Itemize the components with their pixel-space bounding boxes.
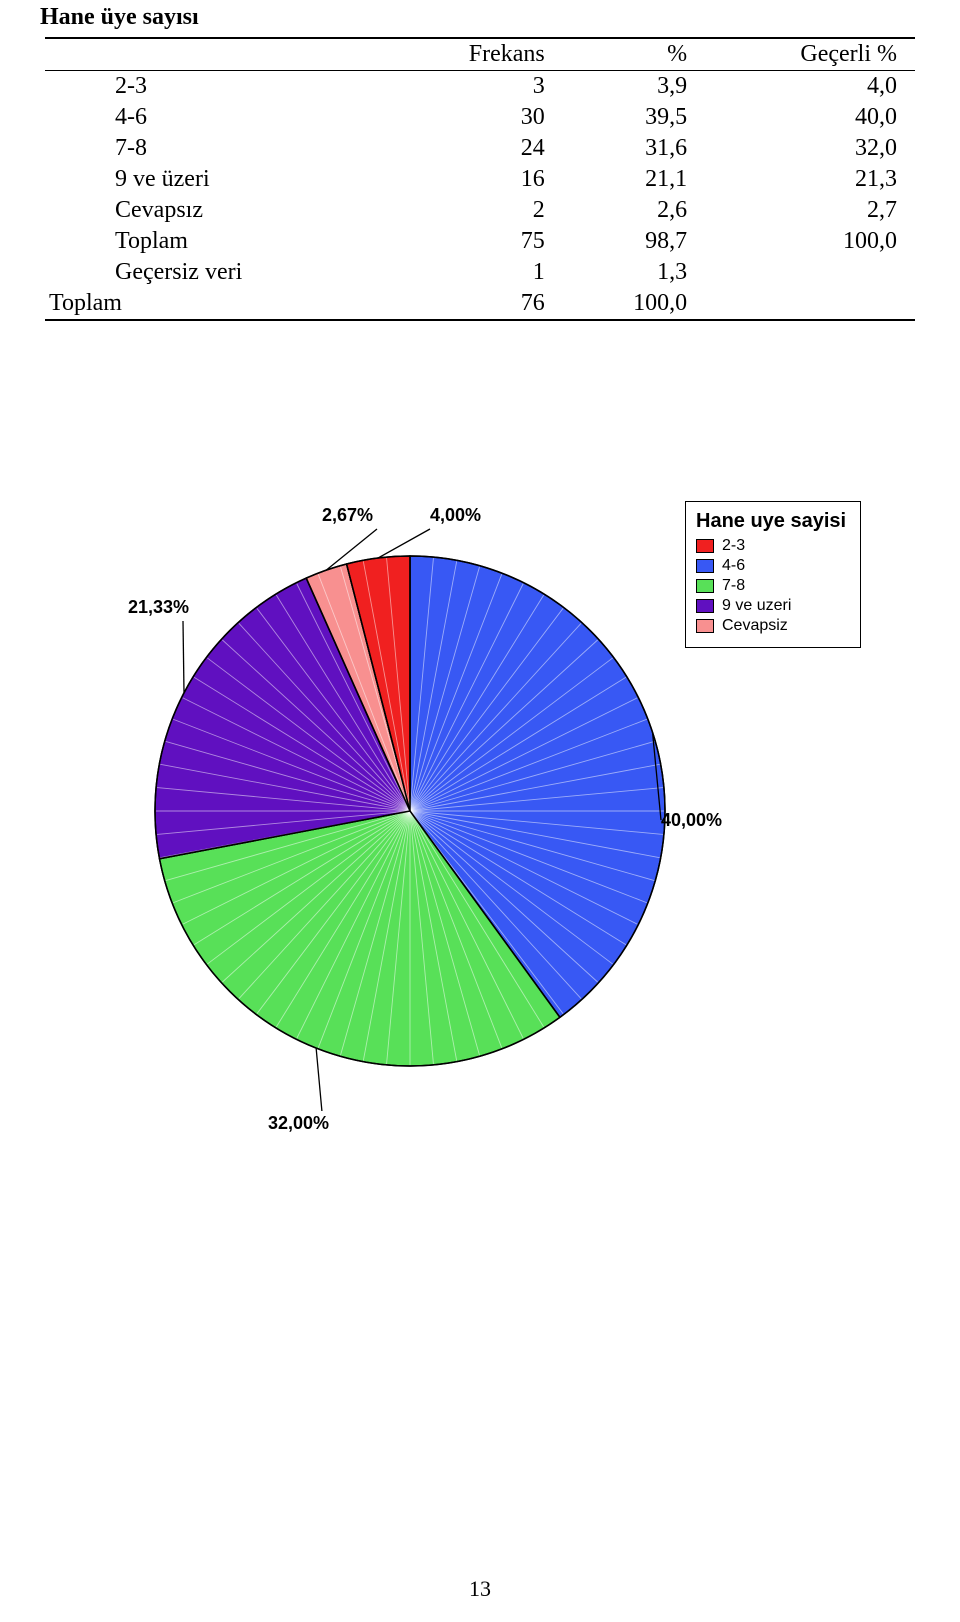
slice-label-21-33: 21,33%: [128, 597, 189, 618]
slice-label-2-67: 2,67%: [322, 505, 373, 526]
cell-label: Cevapsız: [45, 195, 386, 226]
cell-total-f: 76: [386, 288, 563, 320]
cell-f: 2: [386, 195, 563, 226]
col-percent: %: [563, 38, 705, 71]
cell-p: 39,5: [563, 102, 705, 133]
table-row: Toplam7598,7100,0: [45, 226, 915, 257]
cell-p: 3,9: [563, 71, 705, 103]
table-row: 9 ve üzeri1621,121,3: [45, 164, 915, 195]
legend-label: Cevapsiz: [722, 617, 788, 635]
legend-title: Hane uye sayisi: [696, 510, 846, 533]
cell-v: 100,0: [705, 226, 915, 257]
col-valid: Geçerli %: [705, 38, 915, 71]
cell-label: 2-3: [45, 71, 386, 103]
pie-chart: [135, 511, 695, 1111]
frequency-table: Frekans % Geçerli % 2-333,94,04-63039,54…: [45, 37, 915, 321]
slice-label-4-00: 4,00%: [430, 505, 481, 526]
cell-total-v: [705, 288, 915, 320]
legend-item: 7-8: [696, 577, 846, 595]
table-header-row: Frekans % Geçerli %: [45, 38, 915, 71]
cell-total-p: 100,0: [563, 288, 705, 320]
col-frekans: Frekans: [386, 38, 563, 71]
leader-line: [183, 621, 184, 693]
legend-label: 4-6: [722, 557, 745, 575]
cell-v: 40,0: [705, 102, 915, 133]
cell-f: 24: [386, 133, 563, 164]
col-label: [45, 38, 386, 71]
legend-item: Cevapsiz: [696, 617, 846, 635]
page-number: 13: [0, 1576, 960, 1602]
table-row: 7-82431,632,0: [45, 133, 915, 164]
legend-swatch: [696, 579, 714, 593]
table-row: Cevapsız22,62,7: [45, 195, 915, 226]
legend-label: 2-3: [722, 537, 745, 555]
cell-p: 21,1: [563, 164, 705, 195]
legend-item: 2-3: [696, 537, 846, 555]
cell-f: 1: [386, 257, 563, 288]
cell-f: 3: [386, 71, 563, 103]
legend-swatch: [696, 539, 714, 553]
slice-label-32-00: 32,00%: [268, 1113, 329, 1134]
table-row: 2-333,94,0: [45, 71, 915, 103]
pie-chart-area: 2,67% 4,00% 21,33% 40,00% 32,00% Hane uy…: [40, 491, 920, 1171]
cell-v: 2,7: [705, 195, 915, 226]
cell-p: 1,3: [563, 257, 705, 288]
legend-swatch: [696, 619, 714, 633]
cell-f: 16: [386, 164, 563, 195]
legend-item: 9 ve uzeri: [696, 597, 846, 615]
cell-v: 4,0: [705, 71, 915, 103]
legend: Hane uye sayisi 2-3 4-6 7-8 9 ve uzeri Cevap…: [685, 501, 861, 648]
cell-p: 31,6: [563, 133, 705, 164]
cell-label: Toplam: [45, 226, 386, 257]
cell-label: Geçersiz veri: [45, 257, 386, 288]
cell-v: [705, 257, 915, 288]
legend-swatch: [696, 559, 714, 573]
table-row: Geçersiz veri11,3: [45, 257, 915, 288]
cell-label: 9 ve üzeri: [45, 164, 386, 195]
cell-f: 75: [386, 226, 563, 257]
legend-item: 4-6: [696, 557, 846, 575]
cell-p: 98,7: [563, 226, 705, 257]
page-title: Hane üye sayısı: [40, 4, 920, 31]
cell-f: 30: [386, 102, 563, 133]
cell-label: 7-8: [45, 133, 386, 164]
cell-v: 21,3: [705, 164, 915, 195]
cell-total-label: Toplam: [45, 288, 386, 320]
legend-label: 9 ve uzeri: [722, 597, 791, 615]
leader-line: [378, 529, 430, 558]
cell-v: 32,0: [705, 133, 915, 164]
legend-label: 7-8: [722, 577, 745, 595]
cell-label: 4-6: [45, 102, 386, 133]
table-row: 4-63039,540,0: [45, 102, 915, 133]
leader-line: [316, 1048, 323, 1111]
table-total-row: Toplam76100,0: [45, 288, 915, 320]
cell-p: 2,6: [563, 195, 705, 226]
legend-swatch: [696, 599, 714, 613]
slice-label-40-00: 40,00%: [661, 810, 722, 831]
